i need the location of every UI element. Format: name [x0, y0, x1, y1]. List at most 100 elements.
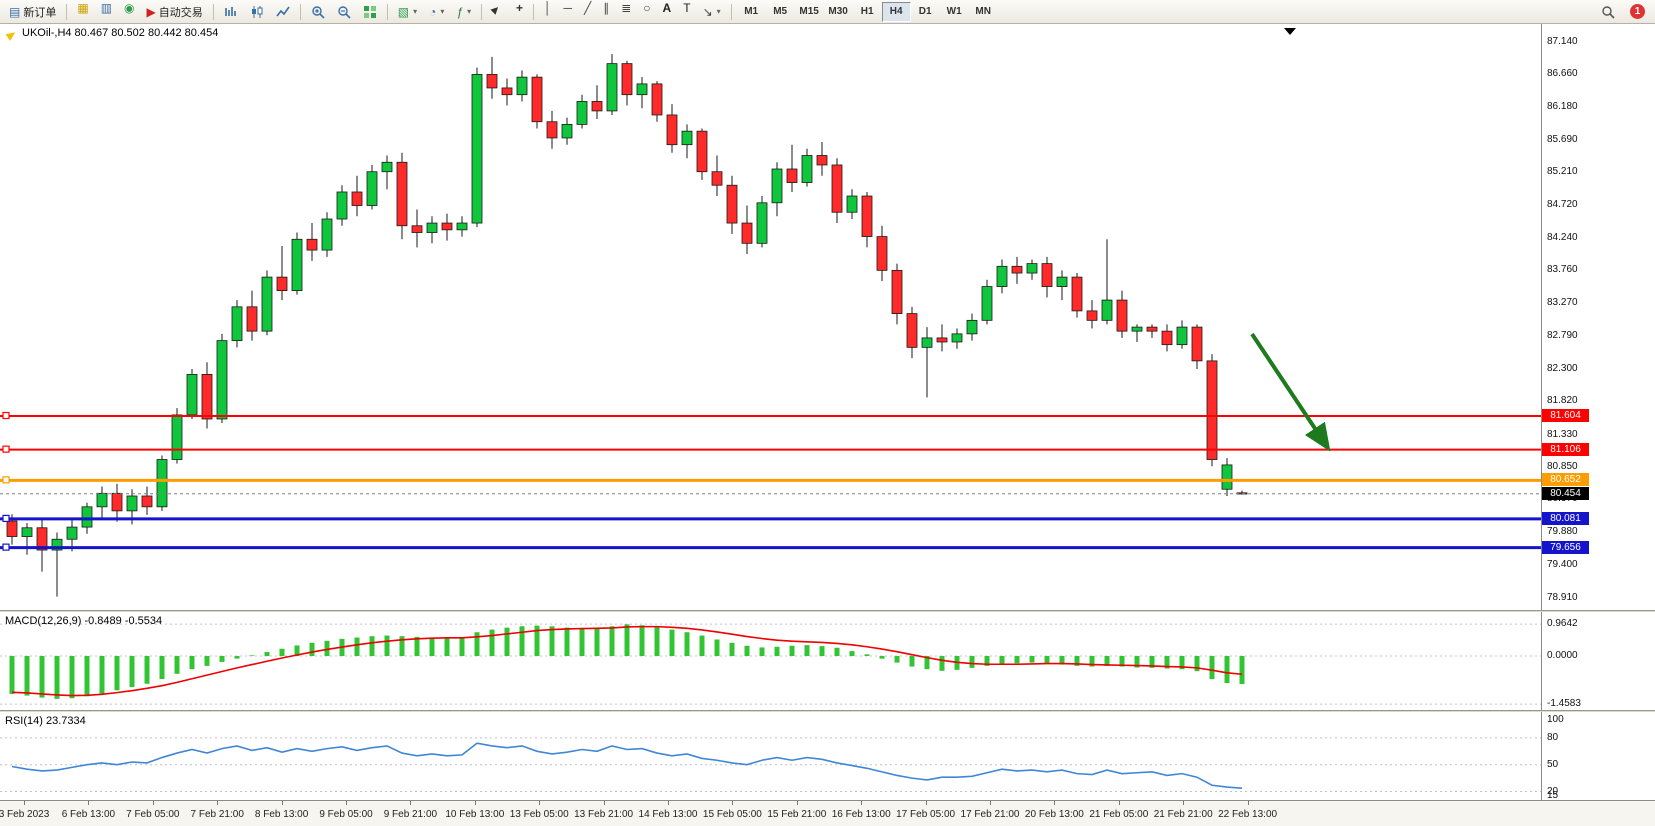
price-axis-label: 81.330 — [1547, 428, 1578, 440]
current-price-badge: 80.454 — [1542, 486, 1589, 500]
line-handle — [2, 514, 10, 523]
shapes-tool-icon[interactable]: ○ — [643, 0, 651, 15]
time-tick — [796, 801, 798, 805]
timeframe-W1[interactable]: W1 — [946, 6, 962, 17]
time-axis-label: 21 Feb 21:00 — [1153, 809, 1213, 820]
macd-title: MACD(12,26,9) -0.8489 -0.5534 — [5, 615, 163, 627]
profiles-icon: ◔ — [429, 4, 437, 19]
crosshair-icon[interactable]: + — [515, 0, 523, 15]
time-tick — [1183, 801, 1185, 805]
hline-81.106[interactable] — [0, 445, 1541, 453]
new-chart-button[interactable]: ▧ ▾ — [393, 1, 422, 23]
terminal-icon[interactable]: ▥ — [100, 0, 113, 15]
candles-layer — [6, 54, 1248, 597]
timeframe-H1[interactable]: H1 — [860, 6, 874, 17]
chart-title: UKOil-,H4 80.467 80.502 80.442 80.454 — [22, 27, 219, 39]
candlestick-icon[interactable] — [245, 1, 269, 23]
price-axis-label: 86.660 — [1547, 68, 1578, 80]
timeframe-M15[interactable]: M15 — [799, 6, 819, 17]
horizontal-line-tool-icon[interactable]: ─ — [563, 0, 572, 15]
time-tick — [990, 801, 991, 805]
arrows-tool-icon: ↘ — [702, 4, 713, 19]
chevron-down-icon: ▾ — [440, 7, 445, 16]
timeframe-group: M1 M5 M15 M30 H1 H4 D1 W1 MN — [737, 1, 998, 22]
time-axis-label: 15 Feb 21:00 — [767, 809, 827, 820]
price-axis-label: 85.690 — [1547, 133, 1578, 145]
price-axis-label: 84.240 — [1547, 231, 1578, 243]
pane-separator[interactable] — [0, 610, 1655, 612]
rsi-axis[interactable]: 100 80 50 20 15 — [1541, 712, 1655, 801]
bar-chart-icon[interactable] — [219, 1, 243, 23]
timeframe-D1[interactable]: D1 — [918, 6, 932, 17]
timeframe-M5[interactable]: M5 — [773, 6, 788, 17]
price-line-badge: 80.081 — [1542, 511, 1589, 525]
chart-shift-marker[interactable] — [1284, 28, 1296, 35]
text-tool-icon[interactable]: A — [662, 0, 672, 15]
arrows-tool-button[interactable]: ↘ ▾ — [698, 1, 726, 23]
hline-80.652[interactable] — [0, 476, 1541, 484]
vertical-line-tool-icon[interactable]: │ — [543, 0, 552, 15]
timeframe-M1[interactable]: M1 — [744, 6, 759, 17]
macd-signal-line — [11, 625, 1243, 697]
rsi-pane[interactable] — [0, 712, 1541, 800]
toolbar-separator — [481, 3, 483, 20]
hline-79.656[interactable] — [0, 543, 1541, 551]
time-axis[interactable]: 3 Feb 2023 6 Feb 13:00 7 Feb 05:00 7 Feb 21… — [0, 800, 1655, 826]
trendline-tool-icon[interactable]: ╱ — [584, 0, 592, 15]
rsi-axis-label: 15 — [1547, 789, 1559, 801]
toolbar: ▤ 新订单 ▦ ▥ ◉ ▶ 自动交易 ▧ ▾ ◔ ▾ ƒ ▾ ► + │ ─ ╱… — [0, 0, 1655, 24]
price-axis-label: 78.910 — [1547, 592, 1578, 604]
price-axis-label: 79.880 — [1547, 526, 1578, 538]
new-order-button[interactable]: ▤ 新订单 — [4, 1, 61, 23]
community-icon[interactable]: ◉ — [124, 0, 135, 15]
tile-windows-icon[interactable] — [358, 1, 382, 23]
time-tick — [24, 801, 25, 805]
chevron-down-icon: ▾ — [716, 7, 721, 16]
line-handle — [2, 411, 10, 420]
time-tick — [668, 801, 669, 805]
price-axis-label: 84.720 — [1547, 199, 1578, 211]
timeframe-M30[interactable]: M30 — [828, 6, 848, 17]
timeframe-H4[interactable]: H4 — [881, 1, 911, 22]
label-tool-icon[interactable]: T — [683, 0, 691, 15]
fibonacci-tool-icon[interactable]: ≣ — [621, 0, 632, 15]
macd-axis[interactable]: 0.9642 0.0000 -1.4583 — [1541, 612, 1655, 710]
time-axis-label: 6 Feb 13:00 — [61, 809, 116, 820]
toolbar-separator — [66, 3, 68, 20]
profiles-button[interactable]: ◔ ▾ — [424, 1, 449, 23]
charts-icon[interactable]: ▦ — [77, 0, 89, 15]
new-chart-icon: ▧ — [397, 4, 410, 19]
time-tick — [1247, 801, 1249, 805]
trend-arrow-annotation[interactable] — [1250, 332, 1331, 452]
notification-badge[interactable]: 1 — [1630, 4, 1645, 19]
autotrading-button[interactable]: ▶ 自动交易 — [142, 1, 208, 23]
chart-window: 87.140 86.660 86.180 85.690 85.210 84.720 84.2… — [0, 24, 1655, 826]
time-axis-label: 17 Feb 05:00 — [896, 809, 956, 820]
hline-80.081[interactable] — [0, 514, 1541, 523]
pane-separator[interactable] — [0, 710, 1655, 712]
cursor-icon[interactable]: ► — [486, 0, 505, 18]
line-chart-icon[interactable] — [271, 1, 295, 23]
macd-axis-label: 0.0000 — [1547, 650, 1578, 661]
zoom-out-icon[interactable] — [332, 1, 356, 23]
price-axis-label: 79.400 — [1547, 558, 1578, 570]
hline-81.604[interactable] — [0, 411, 1541, 420]
zoom-in-icon[interactable] — [306, 1, 330, 23]
timeframe-MN[interactable]: MN — [975, 6, 991, 17]
price-axis[interactable]: 87.140 86.660 86.180 85.690 85.210 84.720 84.2… — [1541, 24, 1655, 610]
time-tick — [474, 801, 476, 805]
time-axis-label: 9 Feb 05:00 — [319, 809, 373, 820]
macd-pane[interactable] — [0, 612, 1541, 710]
macd-histogram — [9, 624, 1245, 699]
channel-tool-icon[interactable]: ∥ — [603, 0, 610, 15]
search-icon[interactable] — [1596, 1, 1620, 23]
toolbar-separator — [730, 3, 732, 20]
time-tick — [88, 801, 90, 805]
rsi-axis-label: 20 — [1547, 785, 1559, 797]
indicators-button[interactable]: ƒ ▾ — [451, 1, 476, 23]
time-tick — [1054, 801, 1056, 805]
price-axis-label: 83.270 — [1547, 297, 1578, 309]
price-axis-label: 87.140 — [1547, 36, 1578, 47]
main-chart-pane[interactable] — [0, 24, 1541, 610]
time-axis-label: 7 Feb 05:00 — [126, 809, 180, 820]
